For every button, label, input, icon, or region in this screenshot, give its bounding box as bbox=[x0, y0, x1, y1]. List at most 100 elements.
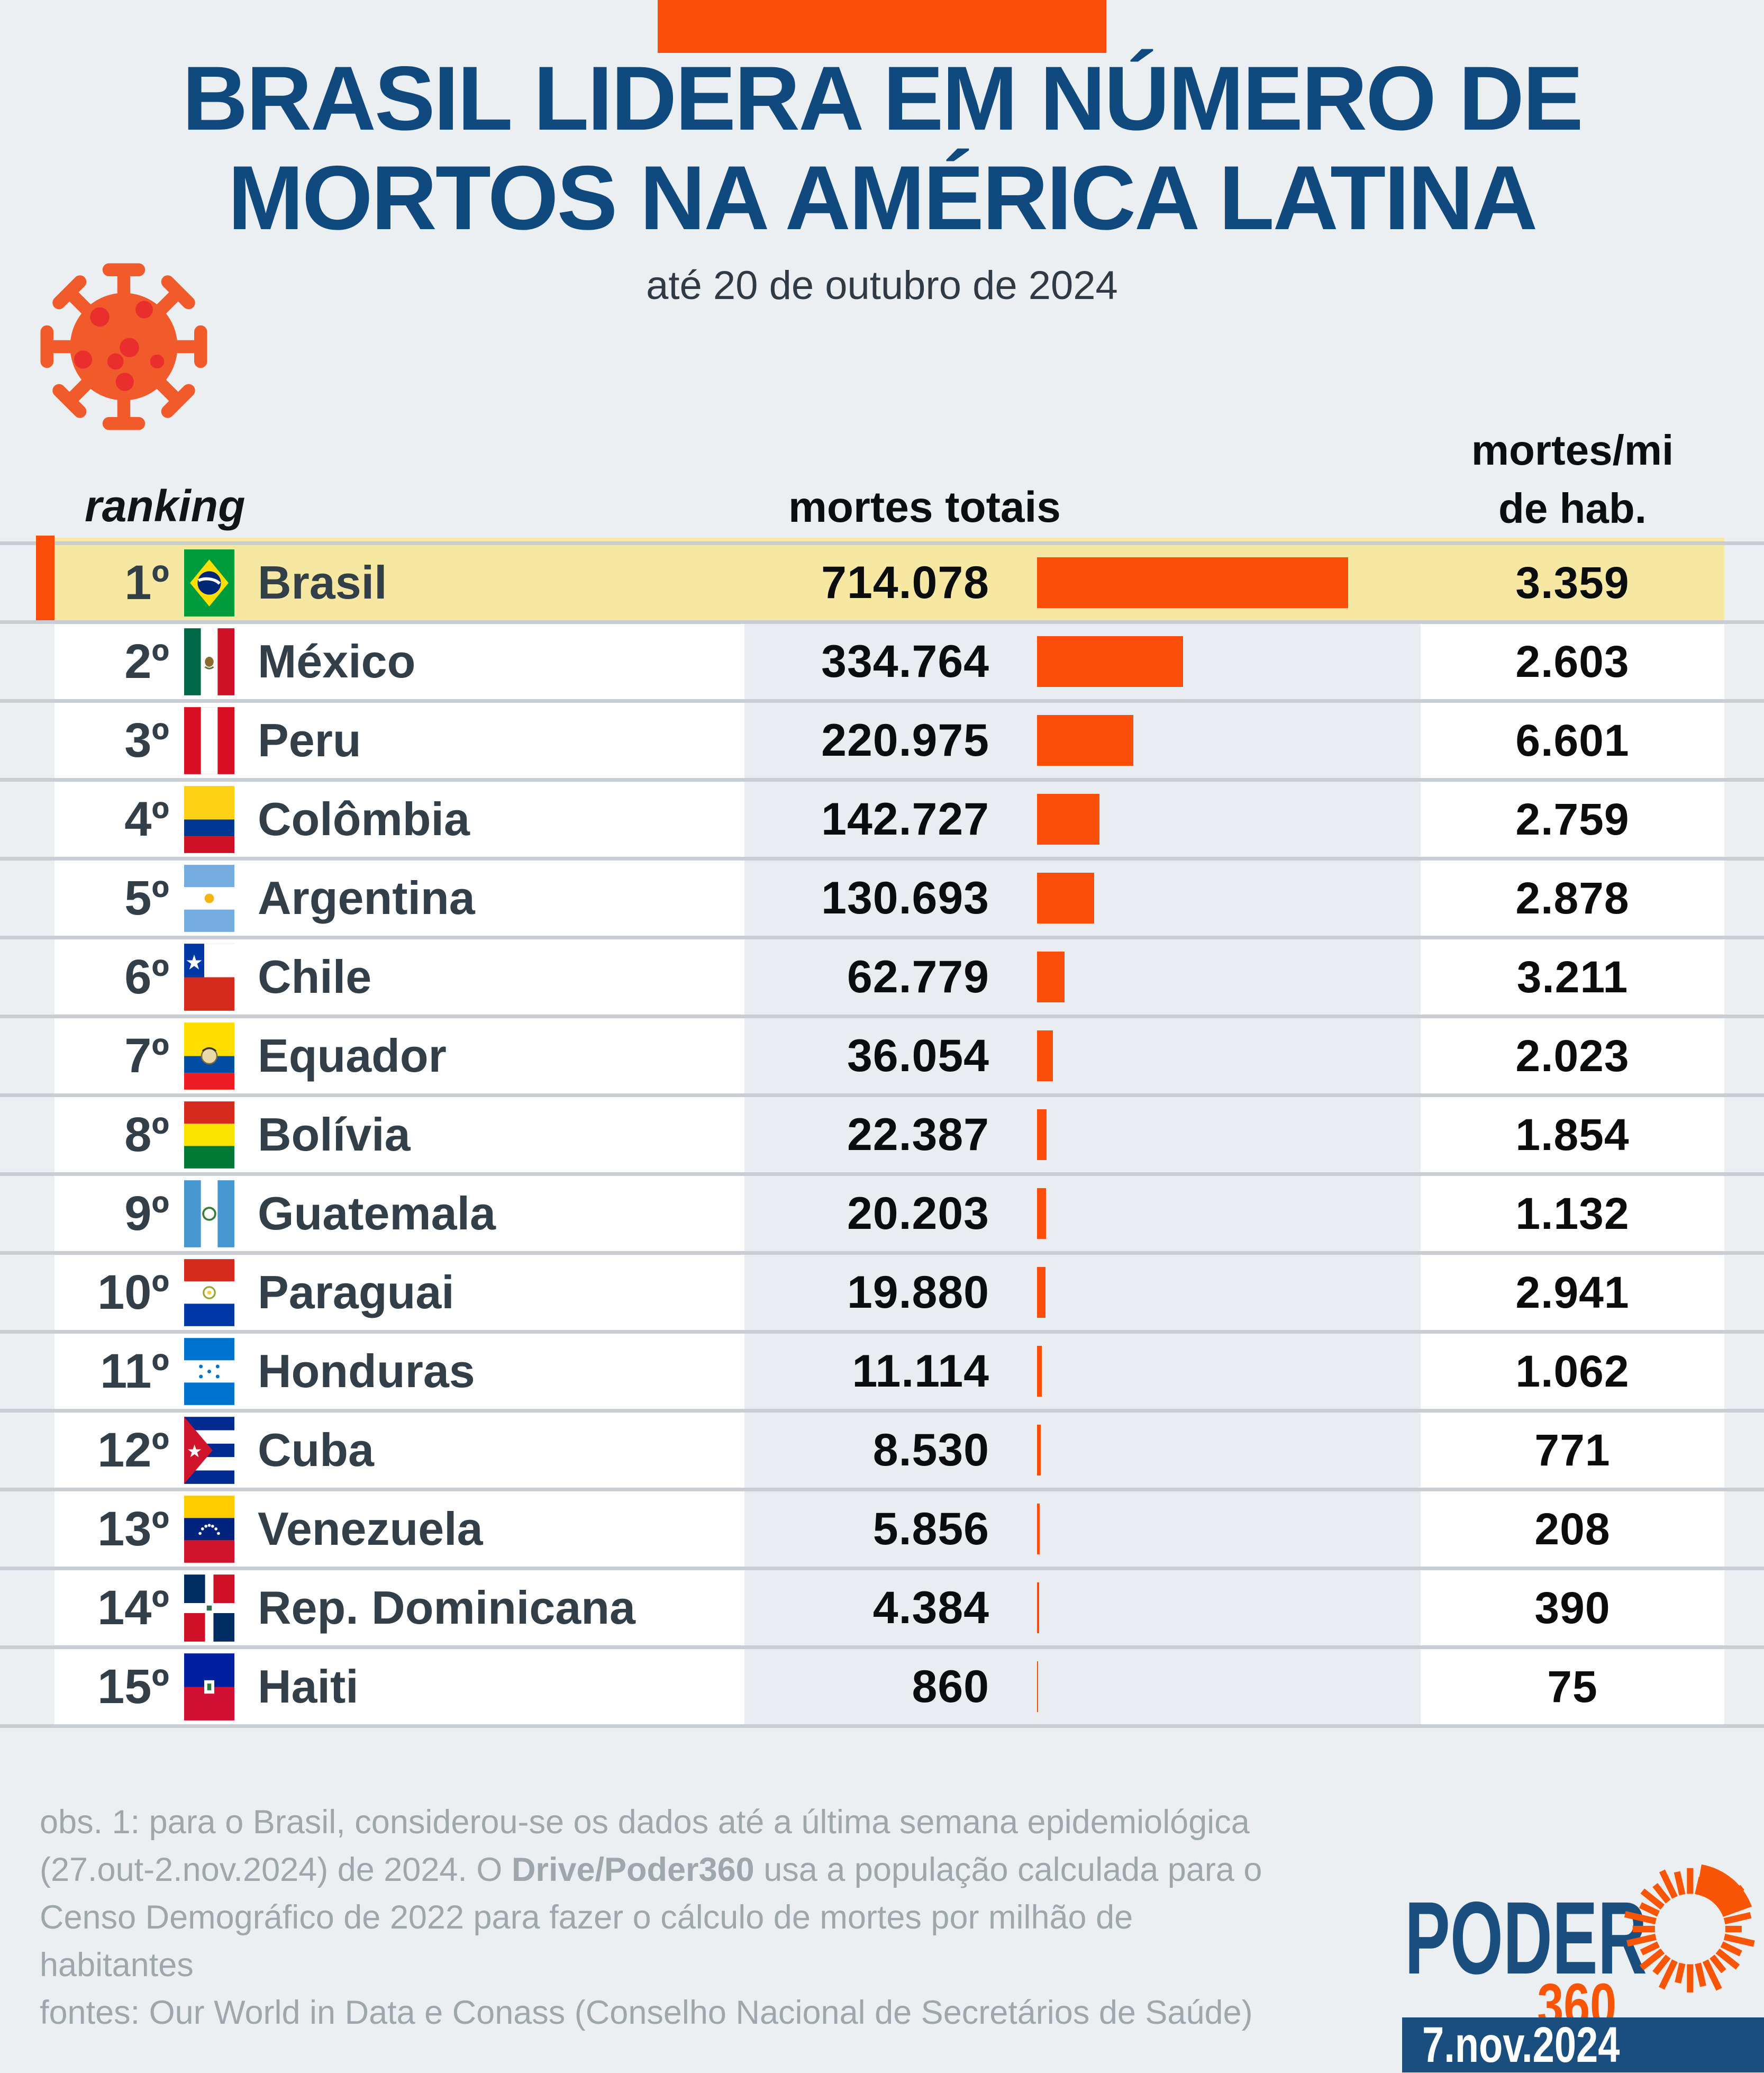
deaths-bar bbox=[1037, 1030, 1053, 1081]
deaths-total-value: 130.693 bbox=[821, 873, 989, 924]
table-row: 14º Rep. Dominicana 4.384 390 bbox=[0, 1570, 1764, 1649]
coronavirus-icon bbox=[29, 254, 219, 439]
table-row: 8º Bolívia 22.387 1.854 bbox=[0, 1097, 1764, 1176]
country-cell: 8º Bolívia bbox=[54, 1097, 744, 1172]
footnote-text: fontes: Our World in Data e Conass (Cons… bbox=[40, 1994, 1253, 2031]
deaths-total-value: 4.384 bbox=[872, 1582, 989, 1633]
page-title: BRASIL LIDERA EM NÚMERO DE MORTOS NA AMÉ… bbox=[0, 49, 1764, 248]
deaths-total-value: 860 bbox=[912, 1661, 989, 1712]
footnote-text: obs. 1: para o Brasil, considerou-se os … bbox=[40, 1804, 1250, 1841]
page-subtitle: até 20 de outubro de 2024 bbox=[646, 263, 1118, 308]
footnote-line: fontes: Our World in Data e Conass (Cons… bbox=[40, 1989, 1336, 2036]
deaths-total-value: 62.779 bbox=[847, 952, 989, 1002]
deaths-per-million-value: 3.211 bbox=[1421, 939, 1724, 1015]
country-cell: 10º Paraguai bbox=[54, 1255, 744, 1330]
rank-label: 11º bbox=[100, 1344, 169, 1398]
country-label: Paraguai bbox=[258, 1266, 454, 1318]
deaths-per-million-value: 2.023 bbox=[1421, 1018, 1724, 1093]
footnote-line: obs. 1: para o Brasil, considerou-se os … bbox=[40, 1798, 1336, 1846]
rank-label: 8º bbox=[124, 1107, 169, 1162]
deaths-bar bbox=[1037, 1109, 1047, 1160]
top-accent-bar bbox=[658, 0, 1106, 53]
deaths-cell: 8.530 bbox=[744, 1413, 1421, 1488]
page-title-line1: BRASIL LIDERA EM NÚMERO DE bbox=[182, 48, 1583, 149]
deaths-per-million-value: 6.601 bbox=[1421, 703, 1724, 778]
deaths-total-value: 5.856 bbox=[872, 1504, 989, 1554]
deaths-bar bbox=[1037, 1504, 1040, 1554]
venezuela-flag-icon bbox=[184, 1495, 234, 1563]
deaths-total-value: 19.880 bbox=[847, 1267, 989, 1318]
country-cell: 13º Venezuela bbox=[54, 1491, 744, 1567]
cuba-flag-icon bbox=[184, 1416, 234, 1484]
deaths-bar bbox=[1037, 873, 1094, 924]
column-header-deaths: mortes totais bbox=[788, 483, 1061, 531]
deaths-cell: 5.856 bbox=[744, 1491, 1421, 1567]
table-row: 15º Haiti 860 75 bbox=[0, 1649, 1764, 1728]
country-label: Chile bbox=[258, 950, 372, 1003]
table-row: 4º Colômbia 142.727 2.759 bbox=[0, 782, 1764, 861]
deaths-bar bbox=[1037, 1267, 1045, 1318]
column-header-rate-line2: de hab. bbox=[1498, 485, 1647, 532]
deaths-cell: 860 bbox=[744, 1649, 1421, 1724]
colombia-flag-icon bbox=[184, 785, 234, 853]
peru-flag-icon bbox=[184, 707, 234, 774]
deaths-total-value: 22.387 bbox=[847, 1109, 989, 1160]
brasil-flag-icon bbox=[184, 549, 234, 617]
deaths-bar bbox=[1037, 1188, 1046, 1239]
deaths-bar bbox=[1037, 1425, 1041, 1475]
column-header-rate-line1: mortes/mi bbox=[1471, 427, 1674, 474]
deaths-per-million-value: 1.062 bbox=[1421, 1334, 1724, 1409]
table-row: 11º Honduras 11.114 1.062 bbox=[0, 1334, 1764, 1413]
poder360-logo-text: PODER bbox=[1405, 1880, 1647, 1996]
country-cell: 6º Chile bbox=[54, 939, 744, 1015]
footnote-text: Censo Demográfico de 2022 para fazer o c… bbox=[40, 1899, 1133, 1936]
rank-label: 2º bbox=[124, 634, 169, 689]
country-cell: 5º Argentina bbox=[54, 861, 744, 936]
country-cell: 15º Haiti bbox=[54, 1649, 744, 1724]
country-label: Haiti bbox=[258, 1660, 359, 1713]
haiti-flag-icon bbox=[184, 1653, 234, 1721]
deaths-per-million-value: 2.603 bbox=[1421, 624, 1724, 699]
page-title-line2: MORTOS NA AMÉRICA LATINA bbox=[228, 147, 1538, 249]
country-cell: 7º Equador bbox=[54, 1018, 744, 1093]
footnote-line: Censo Demográfico de 2022 para fazer o c… bbox=[40, 1894, 1336, 1941]
rank-label: 7º bbox=[124, 1028, 169, 1083]
deaths-per-million-value: 2.941 bbox=[1421, 1255, 1724, 1330]
rank-label: 4º bbox=[124, 792, 169, 846]
rank-label: 3º bbox=[124, 713, 169, 767]
table-row: 13º Venezuela 5.856 208 bbox=[0, 1491, 1764, 1570]
deaths-cell: 334.764 bbox=[744, 624, 1421, 699]
rank-label: 6º bbox=[124, 949, 169, 1004]
rank-label: 5º bbox=[124, 871, 169, 925]
rank-label: 12º bbox=[97, 1423, 169, 1477]
publish-date: 7.nov.2024 bbox=[1422, 2017, 1620, 2073]
deaths-total-value: 36.054 bbox=[847, 1030, 989, 1081]
deaths-bar bbox=[1037, 1661, 1038, 1712]
country-label: Cuba bbox=[258, 1424, 374, 1476]
poder360-sunburst-icon bbox=[1623, 1859, 1764, 1999]
deaths-cell: 714.078 bbox=[744, 545, 1421, 620]
table-top-separator bbox=[0, 541, 1764, 545]
deaths-total-value: 714.078 bbox=[821, 557, 989, 608]
column-header-ranking: ranking bbox=[85, 481, 245, 531]
highlight-row-accent-bar bbox=[36, 536, 54, 624]
rank-label: 9º bbox=[124, 1186, 169, 1241]
country-cell: 1º Brasil bbox=[54, 545, 744, 620]
table-row: 5º Argentina 130.693 2.878 bbox=[0, 861, 1764, 939]
deaths-cell: 62.779 bbox=[744, 939, 1421, 1015]
deaths-per-million-value: 1.854 bbox=[1421, 1097, 1724, 1172]
deaths-per-million-value: 75 bbox=[1421, 1649, 1724, 1724]
footnote-text: usa a população calculada para o bbox=[754, 1851, 1262, 1888]
country-label: Honduras bbox=[258, 1345, 475, 1397]
dominicana-flag-icon bbox=[184, 1574, 234, 1642]
mexico-flag-icon bbox=[184, 628, 234, 695]
rank-label: 10º bbox=[97, 1265, 169, 1319]
table-row: 2º México 334.764 2.603 bbox=[0, 624, 1764, 703]
guatemala-flag-icon bbox=[184, 1180, 234, 1247]
deaths-bar bbox=[1037, 557, 1348, 608]
deaths-per-million-value: 390 bbox=[1421, 1570, 1724, 1645]
footnote-text: (27.out-2.nov.2024) de 2024. O bbox=[40, 1851, 512, 1888]
country-label: Colômbia bbox=[258, 793, 470, 845]
deaths-cell: 130.693 bbox=[744, 861, 1421, 936]
deaths-total-value: 11.114 bbox=[852, 1346, 989, 1397]
